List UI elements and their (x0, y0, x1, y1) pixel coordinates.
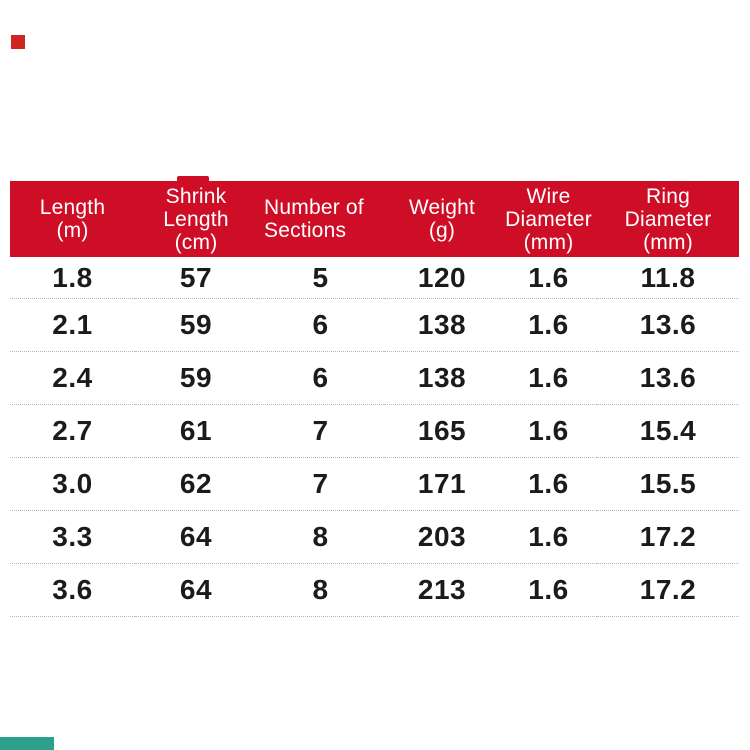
header-line: Ring (646, 184, 690, 208)
header-line: (cm) (174, 230, 218, 254)
table-cell-sections: 7 (257, 457, 384, 511)
teal-accent-bar (0, 737, 54, 750)
header-line: (m) (56, 219, 89, 242)
table-cell-weight: 138 (384, 351, 500, 405)
column-header-weight: Weight (g) (384, 181, 500, 257)
table-cell-wire_diameter: 1.6 (500, 457, 597, 511)
table-cell-weight: 138 (384, 298, 500, 352)
table-cell-wire_diameter: 1.6 (500, 298, 597, 352)
column-header-wire_diameter: Wire Diameter (mm) (500, 181, 597, 257)
table-cell-ring_diameter: 17.2 (597, 563, 739, 617)
table-cell-shrink_length: 61 (135, 404, 257, 458)
table-cell-weight: 165 (384, 404, 500, 458)
table-cell-sections: 6 (257, 298, 384, 352)
table-cell-shrink_length: 64 (135, 510, 257, 564)
table-cell-ring_diameter: 11.8 (597, 257, 739, 299)
header-line: Shrink (165, 184, 227, 208)
table-body: 1.8 57 5 120 1.6 11.8 2.1 59 6 138 1.6 13.6 2.4 59 6 13… (10, 257, 739, 617)
column-header-sections: Number of Sections (257, 181, 384, 257)
table-cell-ring_diameter: 13.6 (597, 298, 739, 352)
table-cell-wire_diameter: 1.6 (500, 563, 597, 617)
header-line: Diameter (624, 207, 712, 231)
table-cell-sections: 8 (257, 510, 384, 564)
table-cell-sections: 5 (257, 257, 384, 299)
header-line: Weight (408, 196, 476, 219)
table-cell-wire_diameter: 1.6 (500, 351, 597, 405)
column-header-shrink_length: Shrink Length (cm) (135, 181, 257, 257)
table-cell-ring_diameter: 17.2 (597, 510, 739, 564)
table-header: Length (m) Shrink Length (cm) Number of Sectio… (10, 181, 739, 257)
table-cell-shrink_length: 59 (135, 351, 257, 405)
table-cell-sections: 8 (257, 563, 384, 617)
table-cell-wire_diameter: 1.6 (500, 404, 597, 458)
header-line: Diameter (505, 207, 592, 231)
table-row: 3.6 64 8 213 1.6 17.2 (10, 563, 739, 617)
table-cell-weight: 213 (384, 563, 500, 617)
table-cell-length: 2.1 (10, 298, 135, 352)
header-line: Sections (264, 219, 347, 242)
table-cell-ring_diameter: 15.4 (597, 404, 739, 458)
header-line: (g) (428, 219, 456, 242)
table-cell-length: 1.8 (10, 257, 135, 299)
table-cell-shrink_length: 62 (135, 457, 257, 511)
column-header-ring_diameter: Ring Diameter (mm) (597, 181, 739, 257)
table-row: 2.4 59 6 138 1.6 13.6 (10, 351, 739, 405)
table-cell-length: 2.4 (10, 351, 135, 405)
table-cell-shrink_length: 57 (135, 257, 257, 299)
table-cell-weight: 203 (384, 510, 500, 564)
header-row: Length (m) Shrink Length (cm) Number of Sectio… (10, 181, 739, 257)
table-row: 2.7 61 7 165 1.6 15.4 (10, 404, 739, 458)
table-cell-wire_diameter: 1.6 (500, 257, 597, 299)
table-row: 3.0 62 7 171 1.6 15.5 (10, 457, 739, 511)
header-line: (mm) (643, 230, 693, 254)
header-line: (mm) (523, 230, 574, 254)
table-row: 3.3 64 8 203 1.6 17.2 (10, 510, 739, 564)
header-line: Length (39, 196, 106, 219)
table-cell-weight: 171 (384, 457, 500, 511)
table-row: 1.8 57 5 120 1.6 11.8 (10, 257, 739, 299)
table-cell-length: 3.0 (10, 457, 135, 511)
column-header-length: Length (m) (10, 181, 135, 257)
table-cell-weight: 120 (384, 257, 500, 299)
table-cell-length: 3.3 (10, 510, 135, 564)
table-cell-sections: 7 (257, 404, 384, 458)
table-row: 2.1 59 6 138 1.6 13.6 (10, 298, 739, 352)
table-cell-wire_diameter: 1.6 (500, 510, 597, 564)
table-cell-shrink_length: 59 (135, 298, 257, 352)
red-accent-square (11, 35, 25, 49)
header-line: Number of (264, 196, 364, 219)
table-cell-shrink_length: 64 (135, 563, 257, 617)
spec-table: Length (m) Shrink Length (cm) Number of Sectio… (10, 181, 739, 617)
header-line: Length (163, 207, 229, 231)
table-cell-length: 2.7 (10, 404, 135, 458)
table-cell-sections: 6 (257, 351, 384, 405)
header-band-notch (177, 176, 209, 184)
header-line: Wire (526, 184, 571, 208)
table-cell-length: 3.6 (10, 563, 135, 617)
table-cell-ring_diameter: 15.5 (597, 457, 739, 511)
table-cell-ring_diameter: 13.6 (597, 351, 739, 405)
